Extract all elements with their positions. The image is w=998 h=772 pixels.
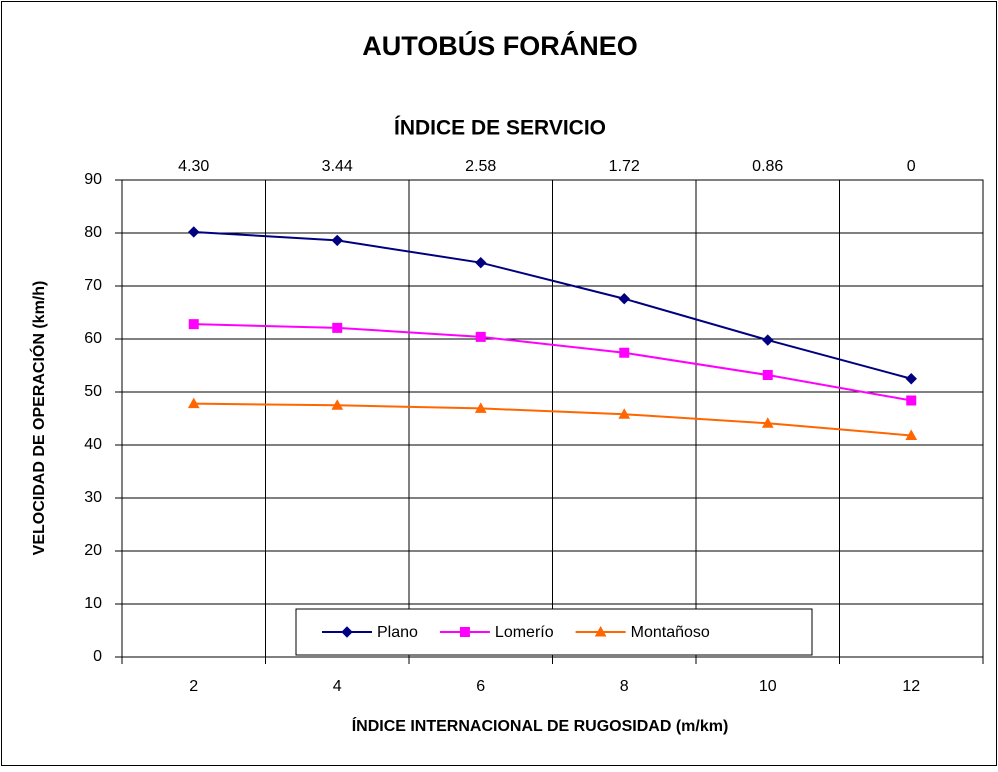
y-tick-label: 40 (84, 436, 102, 453)
y-tick-label: 50 (84, 383, 102, 400)
y-tick-label: 60 (84, 330, 102, 347)
marker (618, 293, 630, 305)
marker (188, 226, 200, 238)
x-tick-label: 10 (759, 678, 777, 695)
marker (762, 334, 774, 346)
top-tick-label: 2.58 (465, 158, 496, 175)
top-tick-label: 4.30 (178, 158, 209, 175)
marker (341, 626, 353, 638)
marker (331, 234, 343, 247)
x-axis-title: ÍNDICE INTERNACIONAL DE RUGOSIDAD (m/km) (352, 716, 729, 735)
plot-border (121, 179, 984, 658)
top-tick-label: 0.86 (752, 158, 783, 175)
x-tick-label: 6 (476, 678, 485, 695)
y-tick-label: 10 (84, 595, 102, 612)
y-tick-label: 20 (84, 542, 102, 559)
legend-label: Plano (377, 624, 418, 641)
marker (459, 627, 470, 637)
series-line (193, 230, 912, 380)
y-tick-label: 70 (84, 277, 102, 294)
y-tick-label: 80 (84, 224, 102, 241)
top-tick-label: 3.44 (322, 158, 353, 175)
series-line (193, 323, 912, 402)
series-line (193, 402, 912, 437)
legend-label: Montañoso (631, 624, 710, 641)
chart-title: AUTOBÚS FORÁNEO (362, 30, 638, 61)
y-tick-label: 90 (84, 171, 102, 188)
x-tick-label: 8 (620, 678, 629, 695)
legend-label: Lomerío (495, 624, 554, 641)
y-axis-title: VELOCIDAD DE OPERACIÓN (km/h) (29, 281, 48, 556)
marker (188, 319, 199, 330)
marker (905, 373, 917, 385)
marker (187, 397, 200, 409)
marker (905, 429, 918, 440)
marker (594, 625, 607, 637)
legend: Plano Lomerío Montañoso (295, 608, 813, 656)
top-tick-label: 1.72 (609, 158, 640, 175)
top-tick-label: 0 (907, 158, 916, 175)
top-axis-title: ÍNDICE DE SERVICIO (394, 117, 606, 140)
y-tick-label: 30 (84, 489, 102, 506)
marker (618, 408, 631, 419)
marker (474, 402, 487, 413)
legend-box (295, 608, 813, 656)
marker (761, 417, 774, 428)
marker (475, 331, 486, 342)
marker (331, 399, 344, 410)
x-tick-label: 2 (189, 678, 198, 695)
marker (475, 256, 487, 269)
marker (762, 370, 773, 381)
marker (619, 347, 630, 358)
marker (332, 322, 343, 333)
x-tick-label: 12 (902, 678, 920, 695)
marker (906, 395, 917, 406)
x-tick-label: 4 (333, 678, 342, 695)
y-tick-label: 0 (93, 648, 102, 665)
